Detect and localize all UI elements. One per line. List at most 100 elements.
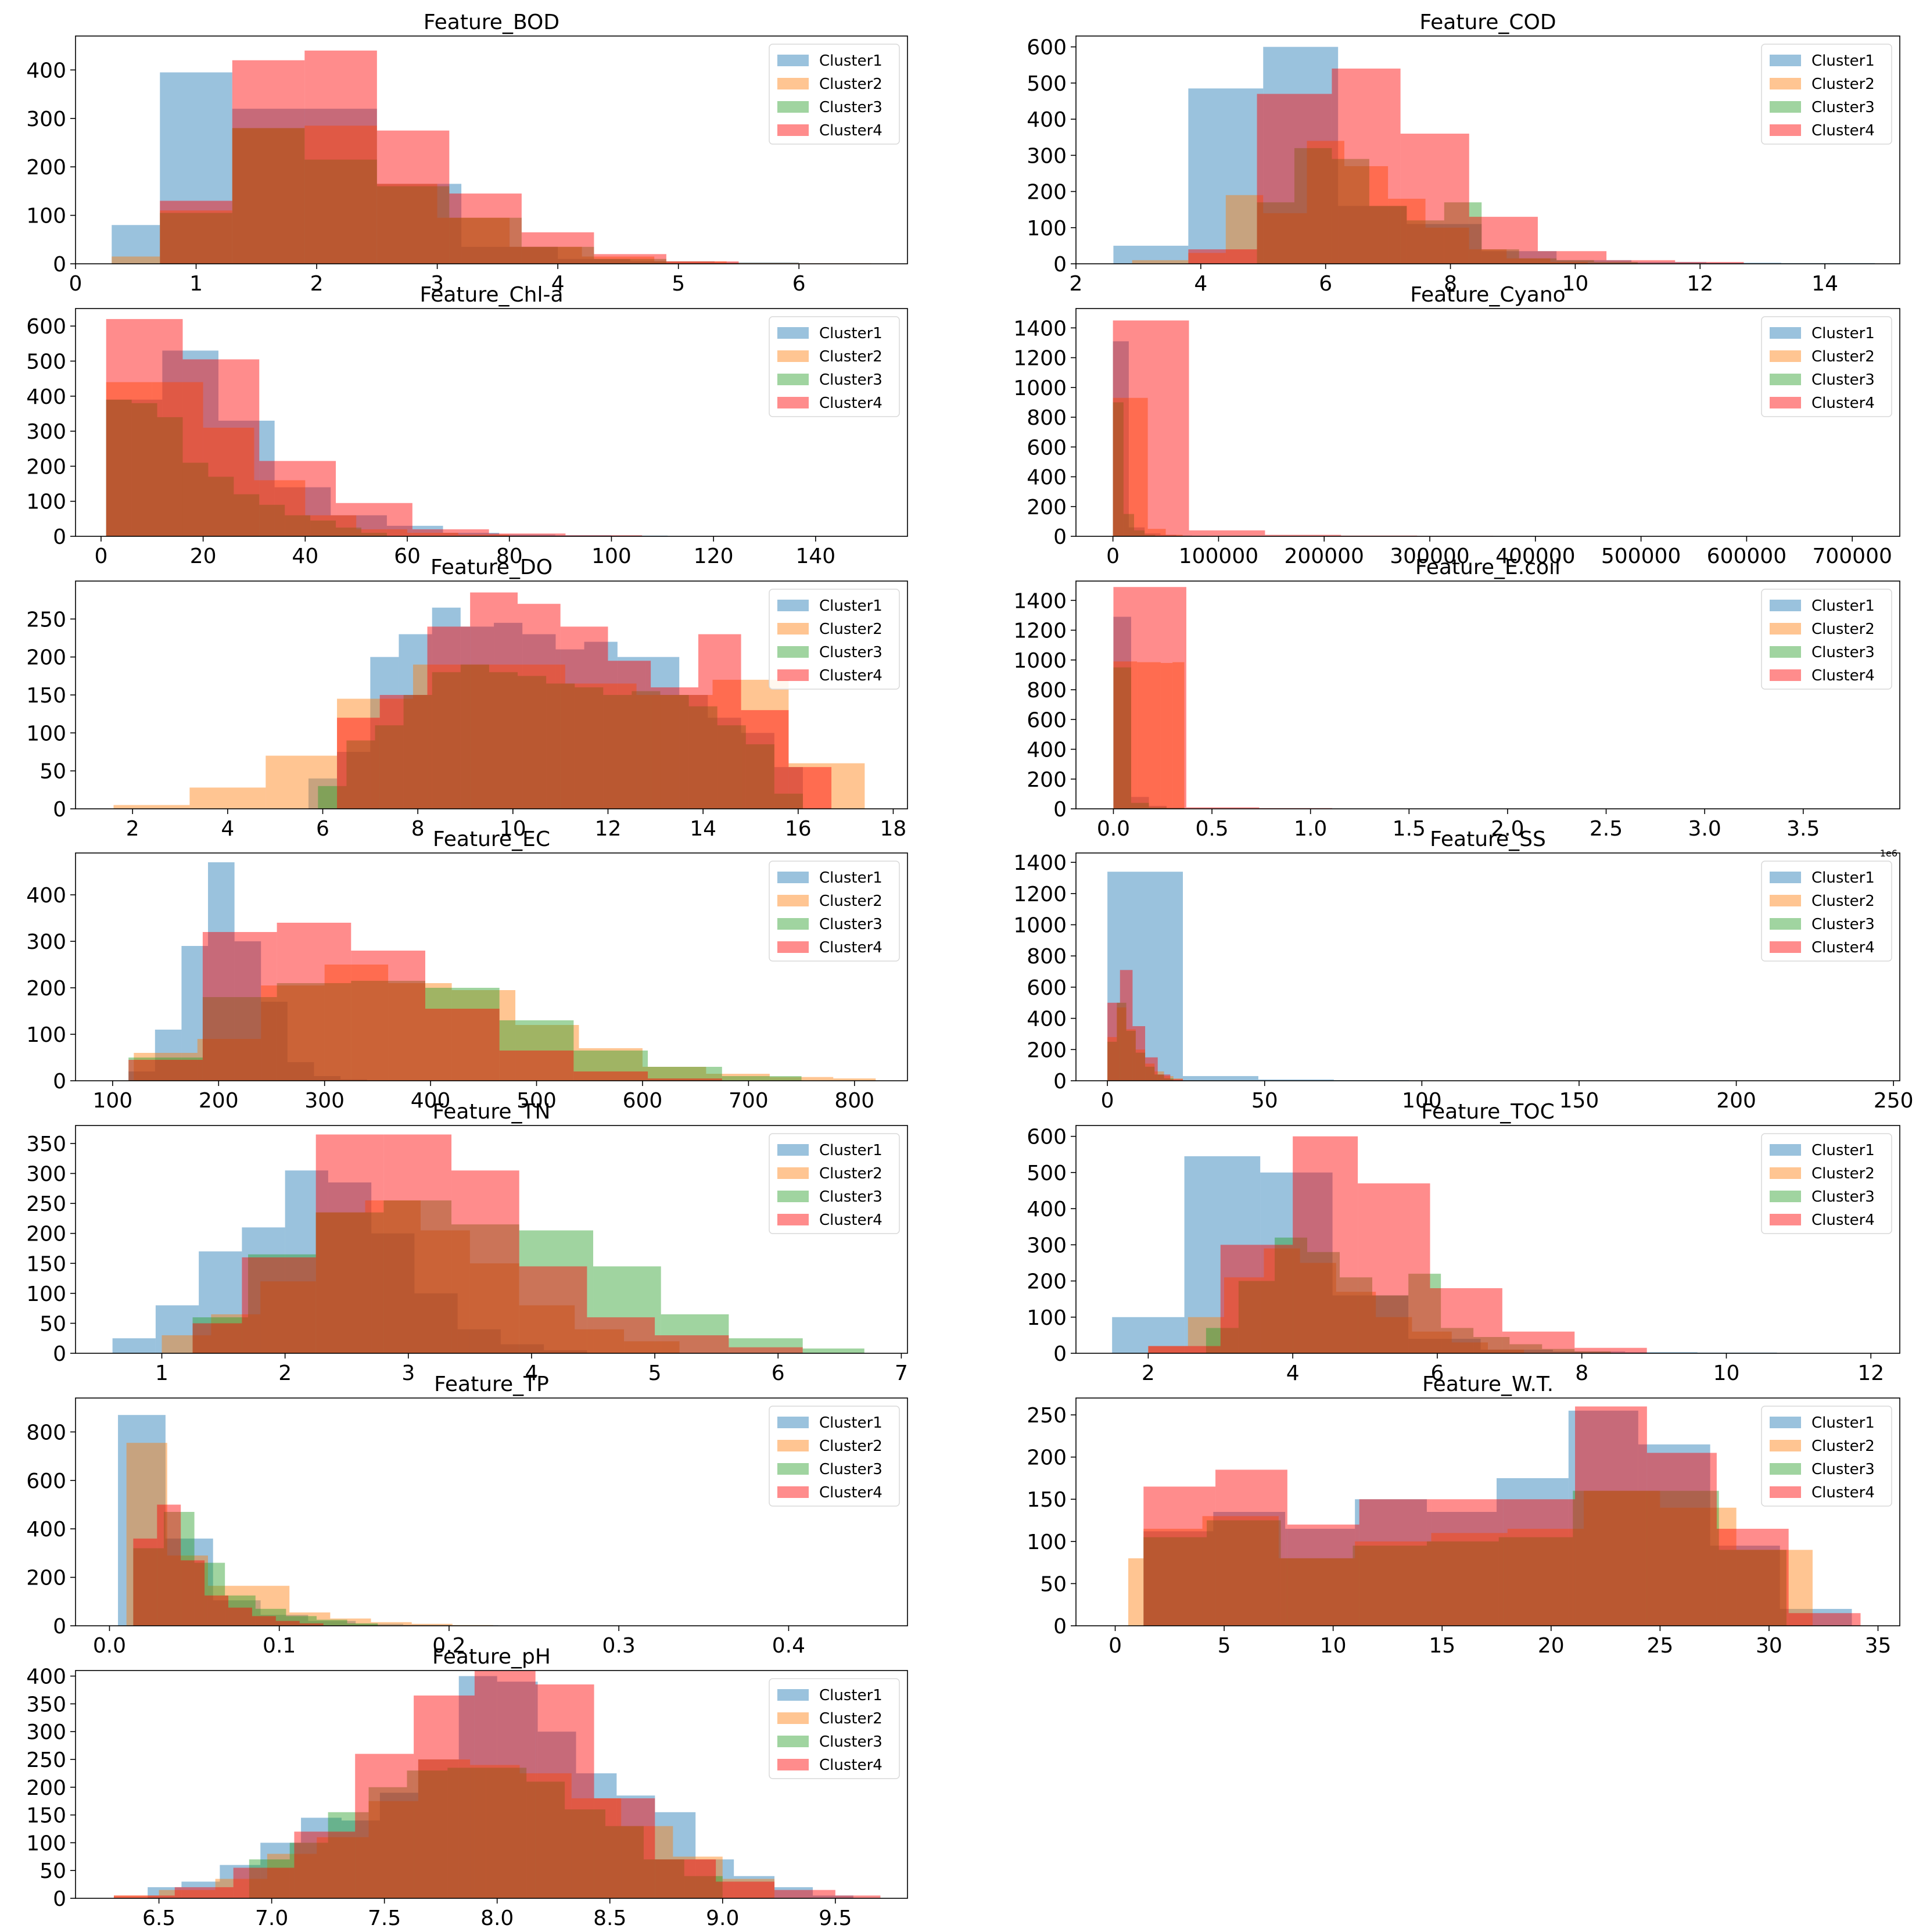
bar-cluster1-7 <box>418 1759 459 1898</box>
legend-label-cluster4: Cluster4 <box>819 1484 883 1501</box>
bar-cluster1-1 <box>160 72 232 264</box>
bar-cluster1-6 <box>287 1062 314 1081</box>
legend-box <box>1761 1406 1892 1507</box>
legend-label-cluster2: Cluster2 <box>1811 621 1875 638</box>
bar-cluster2-8 <box>575 1329 625 1353</box>
bar-cluster3-1 <box>1123 514 1134 536</box>
bar-cluster2-3 <box>1135 1049 1146 1081</box>
bar-cluster2-0 <box>134 1053 198 1081</box>
bar-cluster3-5 <box>1372 1295 1409 1353</box>
y-tick-label: 1200 <box>1013 619 1067 643</box>
y-tick-label: 400 <box>1027 108 1067 132</box>
bar-cluster1-2 <box>1149 805 1167 809</box>
bar-cluster2-4 <box>365 1200 421 1353</box>
bar-cluster1-1 <box>181 1881 220 1898</box>
legend-swatch-cluster1 <box>1770 1144 1801 1156</box>
x-tick-label: 2 <box>310 272 324 296</box>
y-tick-label: 100 <box>1027 217 1067 241</box>
bar-cluster4-2 <box>1132 1026 1146 1081</box>
bar-cluster4-7 <box>1675 261 1744 264</box>
y-tick-label: 300 <box>26 107 66 131</box>
bar-cluster2-8 <box>1469 249 1507 264</box>
legend-label-cluster2: Cluster2 <box>819 621 883 638</box>
series-cluster2 <box>1113 661 1185 809</box>
legend-label-cluster3: Cluster3 <box>1811 1188 1875 1206</box>
x-tick-label: 2.0 <box>1491 817 1524 841</box>
x-tick-label: 4 <box>551 272 565 296</box>
bar-cluster3-8 <box>546 683 575 809</box>
bars-feature-e-coil <box>1113 587 1405 809</box>
y-tick-label: 800 <box>1027 406 1067 430</box>
bar-cluster4-2 <box>427 626 471 809</box>
bar-cluster1-12 <box>616 1795 655 1898</box>
bar-cluster3-4 <box>1340 1277 1372 1353</box>
panel-feature-toc: Feature_TOC 2 4 6 8 10 12 0 100 200 300 400 500 600 Cl… <box>1027 1100 1900 1385</box>
bar-cluster3-6 <box>316 1619 347 1626</box>
bar-cluster1-8 <box>458 1676 497 1898</box>
bar-cluster3-1 <box>131 403 157 536</box>
x-tick-label: 60 <box>394 544 421 568</box>
x-tick-label: 0.4 <box>772 1634 805 1658</box>
legend-swatch-cluster4 <box>1770 941 1801 953</box>
legend-swatch-cluster1 <box>777 872 809 883</box>
legend-swatch-cluster2 <box>1770 1440 1801 1451</box>
x-tick-label: 2 <box>126 817 139 841</box>
axes-frame <box>1075 1397 1900 1626</box>
bar-cluster2-0 <box>1148 1346 1188 1353</box>
bar-cluster3-1 <box>289 1843 328 1898</box>
x-tick-label: 250 <box>1874 1089 1914 1113</box>
bar-cluster3-4 <box>255 1608 286 1626</box>
bar-cluster3-6 <box>594 259 666 264</box>
bar-cluster2-4 <box>1300 1263 1336 1353</box>
bar-cluster1-15 <box>734 1876 775 1898</box>
bar-cluster2-3 <box>1264 1248 1300 1353</box>
bar-cluster1-4 <box>308 1621 356 1626</box>
bar-cluster2-6 <box>1376 1317 1412 1353</box>
bar-cluster1-0 <box>1107 872 1183 1081</box>
bar-cluster3-1 <box>1238 1281 1275 1353</box>
y-tick-label: 250 <box>26 1192 66 1216</box>
legend-box <box>769 861 900 962</box>
bar-cluster1-4 <box>331 515 387 536</box>
bar-cluster4-0 <box>160 200 232 264</box>
series-cluster1 <box>308 607 803 809</box>
bar-cluster4-7 <box>651 687 698 809</box>
bar-cluster2-1 <box>1117 1007 1127 1081</box>
bar-cluster2-12 <box>722 1879 775 1898</box>
bars-feature-chl-a <box>106 319 892 536</box>
legend-label-cluster1: Cluster1 <box>1811 52 1875 70</box>
bar-cluster4-4 <box>451 1170 519 1353</box>
legend-label-cluster4: Cluster4 <box>1811 667 1875 684</box>
legend-box <box>769 1678 900 1779</box>
chart-title: Feature_DO <box>431 555 553 579</box>
bar-cluster1-2 <box>220 1865 261 1898</box>
bar-cluster4-0 <box>337 718 380 809</box>
bar-cluster1-3 <box>1332 1295 1409 1353</box>
bar-cluster3-9 <box>802 1348 864 1353</box>
bar-cluster2-10 <box>1550 261 1588 264</box>
bar-cluster4-0 <box>1143 1486 1216 1626</box>
x-tick-label: 3 <box>431 272 444 296</box>
bar-cluster1-3 <box>1355 1499 1427 1626</box>
y-tick-label: 300 <box>1027 144 1067 168</box>
bar-cluster1-1 <box>1213 1512 1286 1626</box>
legend-label-cluster3: Cluster3 <box>1811 916 1875 933</box>
bar-cluster1-2 <box>1258 1079 1334 1081</box>
x-tick-label: 18 <box>880 817 907 841</box>
legend-swatch-cluster1 <box>1770 1417 1801 1428</box>
bar-cluster2-0 <box>106 382 152 536</box>
series-cluster3 <box>133 1512 378 1626</box>
bar-cluster2-2 <box>207 1586 249 1626</box>
bar-cluster4-0 <box>133 1538 157 1626</box>
bar-cluster1-6 <box>1568 1410 1638 1626</box>
bar-cluster1-0 <box>1113 341 1129 536</box>
bar-cluster2-0 <box>1113 661 1125 809</box>
bar-cluster1-2 <box>370 657 399 809</box>
y-tick-label: 300 <box>26 420 66 444</box>
bar-cluster3-13 <box>688 706 718 809</box>
y-tick-label: 1000 <box>1013 649 1067 673</box>
bar-cluster3-4 <box>451 1224 519 1353</box>
legend-label-cluster1: Cluster1 <box>1811 1414 1875 1432</box>
legend-swatch-cluster3 <box>1770 1191 1801 1202</box>
legend-label-cluster2: Cluster2 <box>1811 1438 1875 1455</box>
